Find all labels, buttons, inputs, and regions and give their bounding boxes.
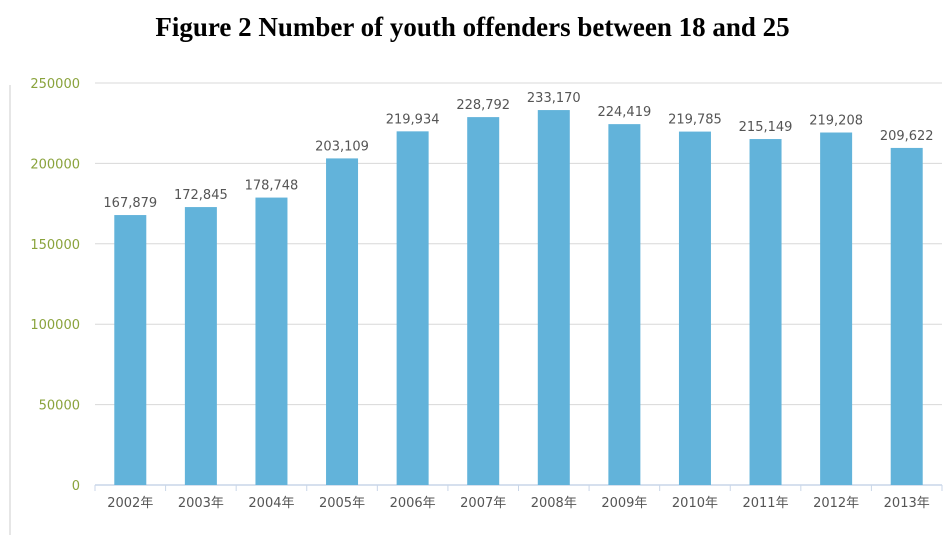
x-tick-label: 2008年	[531, 496, 577, 511]
x-tick-label: 2011年	[742, 496, 788, 511]
x-tick-label: 2003年	[178, 496, 224, 511]
y-tick-label: 150000	[30, 238, 80, 253]
x-tick-label: 2002年	[107, 496, 153, 511]
data-label: 172,845	[174, 188, 228, 203]
bar	[326, 158, 359, 485]
bar	[749, 139, 782, 485]
x-tick-label: 2007年	[460, 496, 506, 511]
data-label: 209,622	[880, 129, 934, 144]
data-label: 219,785	[668, 113, 722, 128]
y-tick-label: 200000	[30, 157, 80, 172]
bar	[820, 132, 853, 485]
x-tick-label: 2010年	[672, 496, 718, 511]
bar	[184, 207, 217, 485]
bar	[537, 110, 570, 486]
y-tick-label: 250000	[30, 77, 80, 92]
x-tick-label: 2012年	[813, 496, 859, 511]
bar	[396, 131, 429, 485]
data-label: 203,109	[315, 139, 369, 154]
y-tick-label: 100000	[30, 318, 80, 333]
data-label: 167,879	[103, 196, 157, 211]
data-label: 178,748	[245, 179, 299, 194]
x-tick-label: 2004年	[248, 496, 294, 511]
bar	[678, 131, 711, 485]
x-tick-label: 2005年	[319, 496, 365, 511]
data-label: 219,934	[386, 112, 440, 127]
data-label: 215,149	[739, 120, 793, 135]
y-tick-label: 50000	[39, 399, 80, 414]
x-tick-label: 2013年	[884, 496, 930, 511]
bar	[890, 147, 923, 485]
data-label: 219,208	[809, 114, 863, 129]
bar	[467, 117, 500, 485]
bar	[255, 197, 288, 485]
y-tick-label: 0	[72, 479, 80, 494]
data-label: 233,170	[527, 91, 581, 106]
data-label: 228,792	[456, 98, 510, 113]
data-label: 224,419	[597, 105, 651, 120]
x-tick-label: 2006年	[390, 496, 436, 511]
bar	[114, 215, 147, 485]
x-tick-label: 2009年	[601, 496, 647, 511]
chart-title: Figure 2 Number of youth offenders betwe…	[155, 12, 790, 42]
bar	[608, 124, 641, 485]
